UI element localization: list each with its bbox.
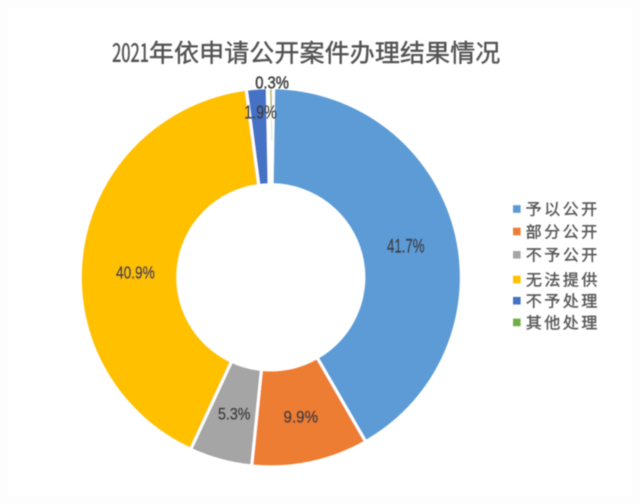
svg-text:9.9%: 9.9% [284,409,319,427]
svg-text:0.3%: 0.3% [255,72,289,92]
svg-text:1.9%: 1.9% [244,103,277,123]
svg-text:41.7%: 41.7% [387,237,425,258]
svg-text:5.3%: 5.3% [218,406,251,424]
svg-text:40.9%: 40.9% [116,263,155,283]
